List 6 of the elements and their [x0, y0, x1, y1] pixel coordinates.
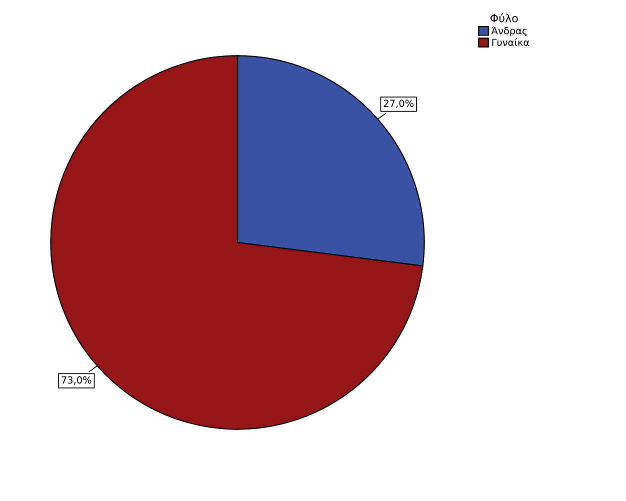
- data-label: 27,0%: [384, 100, 414, 108]
- pie-slice: [50, 55, 424, 430]
- legend-label: Γυναίκα: [492, 38, 530, 46]
- data-label: 73,0%: [62, 376, 92, 385]
- legend-title: Φύλο: [490, 13, 518, 22]
- legend-label: Άνδρας: [491, 26, 527, 36]
